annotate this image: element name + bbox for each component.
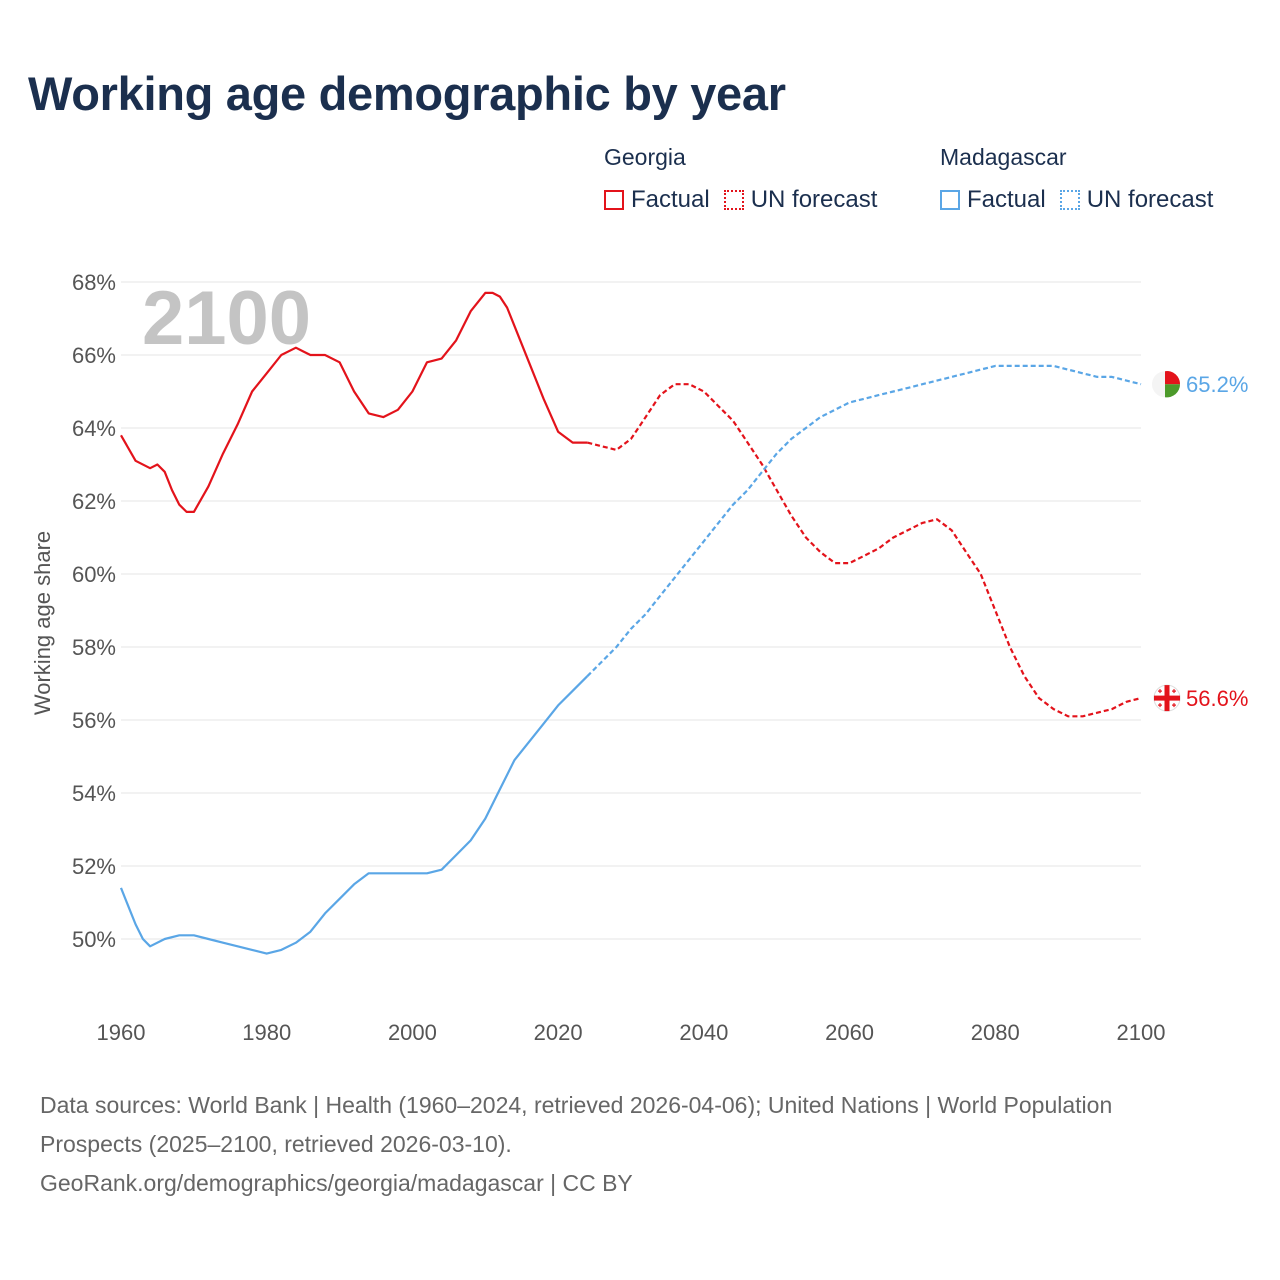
x-tick-label: 2000 bbox=[388, 1020, 437, 1045]
x-tick-label: 2100 bbox=[1117, 1020, 1166, 1045]
y-tick-label: 68% bbox=[72, 270, 116, 295]
chart-title: Working age demographic by year bbox=[28, 67, 786, 120]
y-axis-ticks: 50% 52% 54% 56% 58% 60% 62% 64% 66% 68% bbox=[72, 270, 116, 952]
legend-swatch-dotted-icon bbox=[723, 190, 744, 210]
y-axis-title: Working age share bbox=[30, 531, 55, 715]
x-axis-ticks: 1960 1980 2000 2020 2040 2060 2080 2100 bbox=[97, 1020, 1166, 1045]
x-tick-label: 2020 bbox=[534, 1020, 583, 1045]
legend-madagascar-forecast[interactable]: UN forecast bbox=[1059, 186, 1214, 214]
x-tick-label: 2080 bbox=[971, 1020, 1020, 1045]
x-tick-label: 2040 bbox=[679, 1020, 728, 1045]
year-watermark: 2100 bbox=[142, 276, 311, 361]
madagascar-flag-icon bbox=[1152, 371, 1181, 398]
x-tick-label: 2060 bbox=[825, 1020, 874, 1045]
legend-georgia-title: Georgia bbox=[604, 144, 686, 170]
year-watermark-group: 2100 bbox=[142, 276, 311, 361]
x-tick-label: 1980 bbox=[242, 1020, 291, 1045]
legend-madagascar: Madagascar Factual UN forecast bbox=[940, 144, 1213, 214]
georgia-factual-line[interactable] bbox=[120, 291, 588, 513]
end-labels: 56.6% 65.2% bbox=[1152, 371, 1248, 712]
legend-georgia: Georgia Factual UN forecast bbox=[604, 144, 877, 214]
legend-item-label: UN forecast bbox=[1086, 186, 1214, 213]
legend-madagascar-factual[interactable]: Factual bbox=[940, 186, 1046, 214]
y-tick-label: 54% bbox=[72, 781, 116, 806]
y-tick-label: 58% bbox=[72, 635, 116, 660]
legend-swatch-dotted-icon bbox=[1059, 190, 1080, 210]
x-tick-label: 1960 bbox=[97, 1020, 146, 1045]
y-tick-label: 62% bbox=[72, 489, 116, 514]
legend-item-label: Factual bbox=[967, 186, 1046, 213]
legend-item-label: Factual bbox=[631, 186, 710, 213]
data-sources-text: Data sources: World Bank | Health (1960–… bbox=[40, 1092, 1113, 1157]
y-tick-label: 66% bbox=[72, 343, 116, 368]
gridlines bbox=[121, 281, 1141, 940]
legend-madagascar-title: Madagascar bbox=[940, 144, 1067, 170]
madagascar-factual-line[interactable] bbox=[119, 675, 589, 955]
y-tick-label: 52% bbox=[72, 854, 116, 879]
y-tick-label: 56% bbox=[72, 708, 116, 733]
footer: Data sources: World Bank | Health (1960–… bbox=[40, 1086, 1220, 1203]
legend-swatch-solid-icon bbox=[604, 190, 624, 210]
legend-georgia-factual[interactable]: Factual bbox=[604, 186, 710, 214]
legend-georgia-forecast[interactable]: UN forecast bbox=[723, 186, 878, 214]
georgia-end-label: 56.6% bbox=[1186, 686, 1248, 711]
madagascar-end-label: 65.2% bbox=[1186, 372, 1248, 397]
source-url-text: GeoRank.org/demographics/georgia/madagas… bbox=[40, 1170, 633, 1196]
legend-swatch-solid-icon bbox=[940, 190, 960, 210]
madagascar-forecast-line[interactable] bbox=[586, 364, 1142, 677]
chart-plot-area: 2100 50% 52% 54% 56% 58% 60% 62% 64% 66% 68% 1960… bbox=[30, 270, 1248, 1045]
y-tick-label: 64% bbox=[72, 416, 116, 441]
legend-item-label: UN forecast bbox=[750, 186, 878, 213]
series-lines bbox=[119, 291, 1142, 955]
georgia-flag-icon bbox=[1153, 684, 1181, 712]
y-tick-label: 60% bbox=[72, 562, 116, 587]
y-axis-title-group: Working age share bbox=[30, 531, 55, 715]
y-tick-label: 50% bbox=[72, 927, 116, 952]
georgia-forecast-line[interactable] bbox=[587, 383, 1142, 718]
